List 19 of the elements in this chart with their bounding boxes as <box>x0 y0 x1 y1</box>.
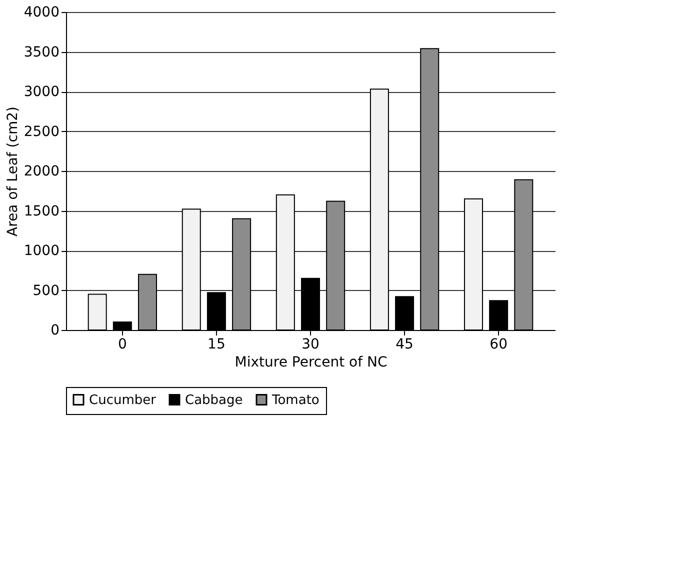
y-tick-label: 1500 <box>24 203 60 220</box>
y-tick-label: 3000 <box>24 84 60 100</box>
x-tick-label: 60 <box>490 336 508 352</box>
y-tick-label: 0 <box>50 322 60 338</box>
y-tick-label: 3500 <box>24 44 60 60</box>
legend-label: Cucumber <box>89 392 157 408</box>
legend-label: Cabbage <box>185 392 243 408</box>
x-tick-label: 45 <box>396 336 414 352</box>
y-axis-title: Area of Leaf (cm2) <box>4 106 21 236</box>
x-tick-label: 0 <box>118 336 127 352</box>
y-tick-label: 2000 <box>24 164 60 180</box>
x-tick-label: 15 <box>208 336 226 352</box>
y-tick-label: 1000 <box>24 243 60 259</box>
y-tick-label: 4000 <box>24 4 60 20</box>
x-axis-title: Mixture Percent of NC <box>234 354 388 370</box>
legend-label: Tomato <box>271 392 320 408</box>
y-tick-label: 2500 <box>24 124 60 140</box>
x-tick-label: 30 <box>302 336 320 352</box>
y-tick-label: 500 <box>32 282 60 299</box>
